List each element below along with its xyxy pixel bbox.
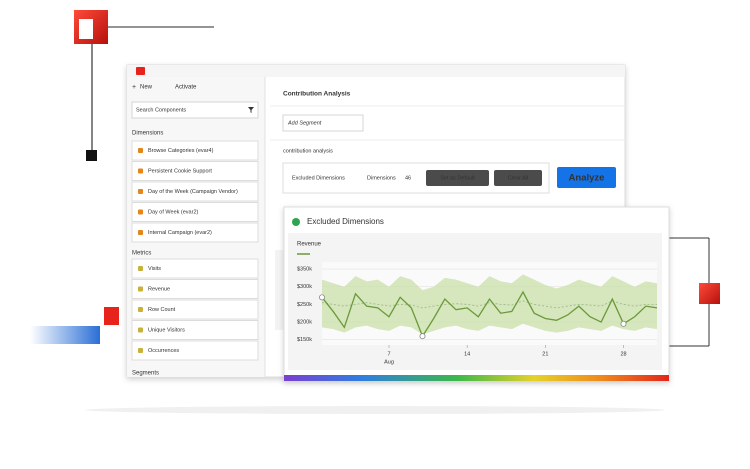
item-label: Browse Categories (evar4) bbox=[148, 148, 214, 154]
x-tick-label: 7 bbox=[387, 351, 390, 357]
metric-list: Visits Revenue Row Count Unique Visitors Occ… bbox=[131, 258, 259, 361]
item-icon bbox=[138, 286, 143, 292]
item-label: Persistent Cookie Support bbox=[148, 168, 212, 174]
item-icon bbox=[138, 209, 143, 215]
dimension-list: Browse Categories (evar4) Persistent Cook… bbox=[131, 140, 259, 243]
status-dot bbox=[292, 218, 300, 226]
segment-drop[interactable] bbox=[282, 114, 364, 132]
item-label: Internal Campaign (evar2) bbox=[148, 230, 212, 236]
list-item[interactable] bbox=[131, 181, 259, 202]
search-box[interactable] bbox=[131, 101, 259, 119]
item-icon bbox=[138, 266, 143, 271]
item-label: Revenue bbox=[148, 286, 170, 292]
item-icon bbox=[138, 230, 143, 235]
list-item[interactable] bbox=[131, 161, 259, 181]
segment-placeholder: Add Segment bbox=[287, 120, 322, 126]
search-placeholder: Search Components bbox=[136, 107, 186, 113]
y-tick-label: $350k bbox=[297, 267, 312, 273]
item-label: Occurrences bbox=[148, 348, 179, 354]
title-bar bbox=[127, 65, 625, 77]
item-icon bbox=[138, 348, 143, 353]
section-title: Dimensions bbox=[132, 131, 163, 137]
item-icon bbox=[138, 189, 143, 194]
activate-button[interactable]: Activate bbox=[175, 85, 197, 91]
anomaly-marker bbox=[318, 294, 325, 301]
expected-line bbox=[321, 300, 657, 309]
list-item[interactable] bbox=[131, 222, 259, 243]
item-label: Day of the Week (Campaign Vendor) bbox=[148, 189, 238, 195]
x-tick-label: 21 bbox=[542, 351, 548, 357]
set-default-button[interactable] bbox=[426, 170, 489, 186]
item-label: Visits bbox=[148, 266, 161, 272]
item-label: Unique Visitors bbox=[148, 327, 185, 333]
rainbow-bar bbox=[284, 375, 669, 381]
item-label: Row Count bbox=[148, 307, 176, 313]
app-logo bbox=[136, 67, 145, 75]
x-annotation: Aug bbox=[384, 359, 394, 365]
list-item[interactable] bbox=[131, 258, 259, 279]
item-icon bbox=[138, 168, 143, 174]
item-icon bbox=[138, 327, 143, 333]
analyze-button[interactable] bbox=[557, 167, 616, 188]
anomaly-marker bbox=[419, 333, 426, 340]
section-title: Segments bbox=[132, 371, 159, 377]
y-tick-label: $200k bbox=[297, 319, 312, 325]
item-icon bbox=[138, 307, 143, 312]
list-item[interactable] bbox=[131, 340, 259, 361]
panel-title: Contribution Analysis bbox=[283, 91, 351, 98]
panel-subtitle: contribution analysis bbox=[283, 148, 333, 154]
confidence-band bbox=[322, 274, 657, 335]
list-item[interactable] bbox=[131, 202, 259, 222]
list-item[interactable] bbox=[131, 279, 259, 299]
x-tick-label: 28 bbox=[620, 351, 626, 357]
section-title: Metrics bbox=[132, 251, 151, 257]
panel-placeholder bbox=[275, 250, 285, 330]
filter-icon[interactable] bbox=[248, 107, 254, 113]
y-tick-label: $250k bbox=[297, 302, 312, 308]
decoration bbox=[30, 10, 720, 414]
clear-all-button[interactable] bbox=[494, 170, 542, 186]
button-label: Set as Default bbox=[440, 175, 475, 181]
y-tick-label: $150k bbox=[297, 337, 312, 343]
list-item[interactable] bbox=[131, 320, 259, 340]
button-label: Clear All bbox=[508, 175, 528, 181]
item-label: Day of Week (evar2) bbox=[148, 209, 199, 215]
popup-title: Excluded Dimensions bbox=[307, 217, 384, 226]
new-button[interactable]: New bbox=[140, 85, 153, 91]
anomaly-marker bbox=[620, 320, 627, 327]
dimensions-link[interactable]: Dimensions bbox=[367, 175, 396, 181]
x-tick-label: 14 bbox=[464, 351, 470, 357]
chart: $350k $300k $250k $200k $150k 7 14 21 28 Aug bbox=[297, 262, 658, 365]
setting-label: Excluded Dimensions bbox=[292, 175, 345, 181]
count: 46 bbox=[405, 175, 411, 181]
list-item[interactable] bbox=[131, 140, 259, 161]
item-icon bbox=[138, 148, 143, 153]
y-tick-label: $300k bbox=[297, 284, 312, 290]
revenue-line bbox=[321, 290, 658, 338]
button-label: Analyze bbox=[569, 173, 605, 184]
new-plus: + bbox=[132, 84, 136, 91]
list-item[interactable] bbox=[131, 299, 259, 320]
chart-title: Revenue bbox=[297, 242, 322, 248]
